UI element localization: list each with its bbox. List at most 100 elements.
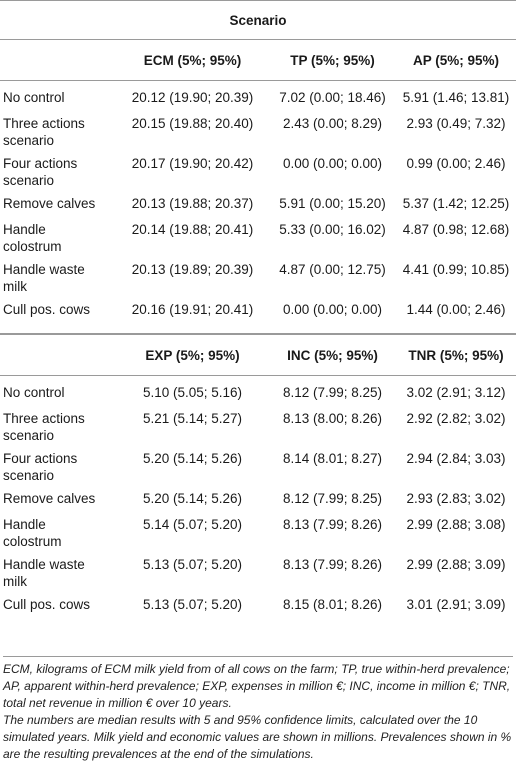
row-label: Handle waste milk [0, 261, 116, 301]
row-label-line: No control [3, 90, 65, 105]
table-cell: 8.15 (8.01; 8.26) [282, 597, 383, 612]
table-row: Four actions scenario 20.17 (19.90; 20.42)… [0, 155, 516, 195]
footnote-abbreviations: ECM, kilograms of ECM milk yield from of… [3, 662, 511, 710]
table-cell: 8.13 (7.99; 8.26) [282, 557, 383, 572]
table-cell: 8.12 (7.99; 8.25) [282, 491, 383, 506]
table-cell: 5.33 (0.00; 16.02) [279, 222, 386, 237]
row-label-line: Cull pos. cows [3, 302, 91, 317]
row-label: Cull pos. cows [0, 596, 116, 628]
row-label-line: No control [3, 385, 65, 400]
section1-header-row: ECM (5%; 95%) TP (5%; 95%) AP (5%; 95%) [0, 39, 516, 81]
table-cell: 20.12 (19.90; 20.39) [131, 90, 254, 105]
table-cell: 0.00 (0.00; 0.00) [282, 156, 383, 171]
table-row: Handle waste milk 5.13 (5.07; 5.20) 8.13 (7… [0, 556, 516, 596]
table-row: Remove calves 5.20 (5.14; 5.26) 8.12 (7.99… [0, 490, 516, 516]
table-row: Handle colostrum 5.14 (5.07; 5.20) 8.13 (7.… [0, 516, 516, 556]
table-cell: 5.21 (5.14; 5.27) [142, 411, 243, 426]
footnote-note: The numbers are median results with 5 an… [3, 713, 512, 761]
table-cell: 2.93 (2.83; 3.02) [406, 491, 506, 506]
table-cell: 0.99 (0.00; 2.46) [406, 156, 506, 171]
table-cell: 20.13 (19.89; 20.39) [131, 262, 254, 277]
table-footnotes: ECM, kilograms of ECM milk yield from of… [3, 656, 513, 763]
scenario-header-row: Scenario [0, 0, 516, 40]
section2-corner [0, 333, 116, 376]
column-header-ap: AP (5%; 95%) [396, 39, 516, 81]
table-row: Three actions scenario 5.21 (5.14; 5.27) 8.… [0, 410, 516, 450]
table-cell: 2.94 (2.84; 3.03) [406, 451, 506, 466]
table-row: Handle waste milk 20.13 (19.89; 20.39) 4.87… [0, 261, 516, 301]
row-label-line: Handle waste [3, 557, 85, 572]
row-label: Three actions scenario [0, 115, 116, 155]
table-cell: 3.02 (2.91; 3.12) [406, 385, 506, 400]
row-label-line: Three actions [3, 116, 85, 131]
row-label-line: Remove calves [3, 491, 96, 506]
table-cell: 8.14 (8.01; 8.27) [282, 451, 383, 466]
table-row: No control 5.10 (5.05; 5.16) 8.12 (7.99; 8… [0, 376, 516, 411]
row-label-line: colostrum [3, 239, 62, 254]
table-cell: 3.01 (2.91; 3.09) [406, 597, 506, 612]
row-label-line: Handle waste [3, 262, 85, 277]
row-label-line: scenario [3, 173, 55, 188]
table-cell: 20.16 (19.91; 20.41) [131, 302, 254, 317]
table-cell: 20.14 (19.88; 20.41) [131, 222, 254, 237]
table-cell: 5.91 (1.46; 13.81) [402, 90, 510, 105]
row-label-line: scenario [3, 133, 55, 148]
row-label: Remove calves [0, 195, 116, 221]
table-cell: 5.20 (5.14; 5.26) [142, 491, 243, 506]
table-row: Cull pos. cows 20.16 (19.91; 20.41) 0.00 (… [0, 301, 516, 334]
table-cell: 20.15 (19.88; 20.40) [131, 116, 254, 131]
table-cell: 5.13 (5.07; 5.20) [142, 557, 243, 572]
row-label-line: Cull pos. cows [3, 597, 91, 612]
row-label-line: colostrum [3, 534, 62, 549]
table-cell: 5.20 (5.14; 5.26) [142, 451, 243, 466]
table-cell: 7.02 (0.00; 18.46) [279, 90, 386, 105]
table-row: Cull pos. cows 5.13 (5.07; 5.20) 8.15 (8.0… [0, 596, 516, 628]
table-cell: 8.13 (7.99; 8.26) [282, 517, 383, 532]
table-cell: 4.87 (0.00; 12.75) [279, 262, 386, 277]
table-row: Three actions scenario 20.15 (19.88; 20.40… [0, 115, 516, 155]
row-label-line: Four actions [3, 156, 78, 171]
table-row: Remove calves 20.13 (19.88; 20.37) 5.91 (0… [0, 195, 516, 221]
table-cell: 20.13 (19.88; 20.37) [131, 196, 254, 211]
row-label: Three actions scenario [0, 410, 116, 450]
column-header-inc: INC (5%; 95%) [269, 333, 396, 376]
row-label: Handle colostrum [0, 221, 116, 261]
table-cell: 5.37 (1.42; 12.25) [402, 196, 510, 211]
table-cell: 1.44 (0.00; 2.46) [406, 302, 506, 317]
table-cell: 5.13 (5.07; 5.20) [142, 597, 243, 612]
row-label-line: Three actions [3, 411, 85, 426]
table-row: Handle colostrum 20.14 (19.88; 20.41) 5.33 … [0, 221, 516, 261]
row-label: No control [0, 81, 116, 116]
section1-body: No control 20.12 (19.90; 20.39) 7.02 (0.00… [0, 81, 516, 335]
row-label: Cull pos. cows [0, 301, 116, 334]
row-label: Four actions scenario [0, 450, 116, 490]
table-cell: 5.10 (5.05; 5.16) [142, 385, 243, 400]
row-label-line: milk [3, 574, 27, 589]
row-label-line: milk [3, 279, 27, 294]
table-cell: 4.41 (0.99; 10.85) [402, 262, 510, 277]
table-cell: 2.43 (0.00; 8.29) [282, 116, 383, 131]
table-cell: 4.87 (0.98; 12.68) [402, 222, 510, 237]
table-cell: 2.99 (2.88; 3.09) [406, 557, 506, 572]
section2-header-row: EXP (5%; 95%) INC (5%; 95%) TNR (5%; 95%… [0, 333, 516, 376]
row-label: Remove calves [0, 490, 116, 516]
row-label: Handle waste milk [0, 556, 116, 596]
table-cell: 5.14 (5.07; 5.20) [142, 517, 243, 532]
table-cell: 2.99 (2.88; 3.08) [406, 517, 506, 532]
row-label-line: scenario [3, 468, 55, 483]
table-cell: 2.93 (0.49; 7.32) [406, 116, 506, 131]
table-cell: 5.91 (0.00; 15.20) [279, 196, 386, 211]
section1-corner [0, 39, 116, 81]
row-label-line: Four actions [3, 451, 78, 466]
row-label-line: Remove calves [3, 196, 96, 211]
row-label: Handle colostrum [0, 516, 116, 556]
column-header-tp: TP (5%; 95%) [269, 39, 396, 81]
table-row: Four actions scenario 5.20 (5.14; 5.26) 8.1… [0, 450, 516, 490]
table-cell: 8.12 (7.99; 8.25) [282, 385, 383, 400]
table-cell: 0.00 (0.00; 0.00) [282, 302, 383, 317]
row-label-line: Handle [3, 517, 46, 532]
column-header-exp: EXP (5%; 95%) [116, 333, 269, 376]
table-row: No control 20.12 (19.90; 20.39) 7.02 (0.00… [0, 81, 516, 116]
column-header-ecm: ECM (5%; 95%) [116, 39, 269, 81]
